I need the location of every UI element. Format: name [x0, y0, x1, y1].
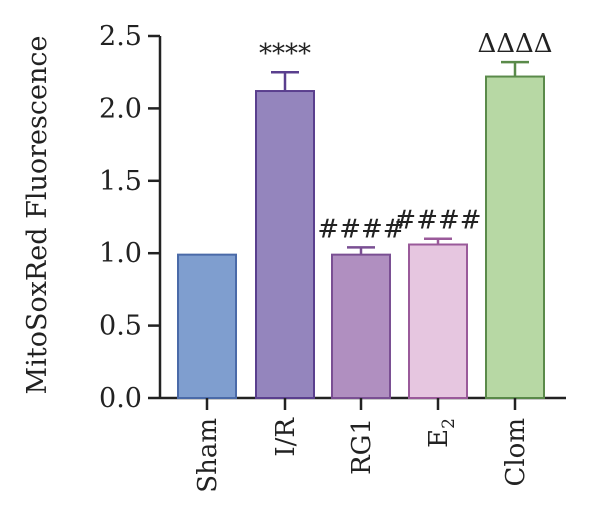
- x-ticks: Sham I/R RG1 E2 Clom: [193, 398, 531, 493]
- y-tick-label: 0.5: [99, 311, 142, 342]
- y-tick-label: 0.0: [99, 383, 142, 414]
- x-tick-label-4: Clom: [501, 418, 531, 487]
- x-tick-label-3: E2: [424, 418, 459, 448]
- y-tick-label: 1.5: [99, 166, 142, 197]
- y-axis-label: MitoSoxRed Fluorescence: [22, 36, 53, 395]
- bar-4: [485, 75, 545, 399]
- significance-label-2: ####: [317, 214, 404, 244]
- x-tick-label-2: RG1: [347, 418, 377, 475]
- y-tick-label: 2.0: [99, 93, 142, 124]
- significance-label-4: ΔΔΔΔ: [477, 29, 552, 59]
- x-tick-label-0: Sham: [193, 418, 223, 493]
- bar-3: [408, 243, 468, 399]
- significance-label-1: ****: [259, 39, 311, 69]
- y-tick-label: 1.0: [99, 238, 142, 269]
- y-tick-label: 2.5: [99, 21, 142, 52]
- x-tick-label-1: I/R: [271, 417, 301, 457]
- significance-label-3: ####: [394, 206, 481, 236]
- bar-1: [255, 90, 315, 400]
- bars: **** ######## ΔΔΔΔ: [177, 29, 553, 400]
- y-ticks: 0.0 0.5 1.0 1.5 2.0 2.5: [99, 21, 160, 414]
- bar-2: [331, 253, 391, 399]
- bar-0: [177, 253, 237, 399]
